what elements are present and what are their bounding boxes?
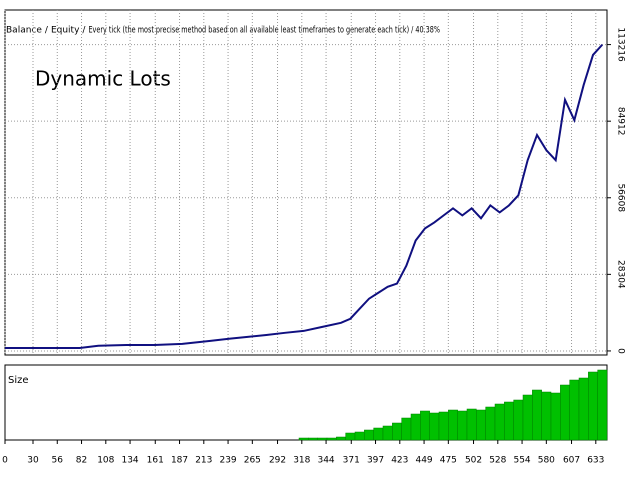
x-tick-label: 161 — [147, 456, 164, 466]
size-bar — [485, 406, 496, 441]
size-bar — [308, 437, 318, 441]
y-tick-label: 113216 — [616, 27, 626, 62]
size-bar — [494, 403, 505, 441]
panel-title: Size — [8, 375, 29, 386]
size-bar — [550, 392, 561, 441]
x-tick-label: 56 — [52, 456, 64, 466]
x-tick-label: 607 — [563, 456, 580, 466]
y-tick-label: 84912 — [616, 107, 626, 136]
size-bar — [457, 410, 468, 441]
size-bar — [560, 384, 570, 441]
legend-balance: Balance — [6, 26, 42, 36]
size-bar — [597, 369, 608, 441]
y-tick-label: 0 — [616, 348, 626, 354]
size-bar — [532, 389, 542, 441]
x-tick-label: 0 — [2, 456, 8, 466]
x-tick-label: 449 — [415, 456, 432, 466]
size-bar — [504, 401, 514, 441]
size-bar — [354, 431, 365, 441]
x-tick-label: 82 — [76, 456, 87, 466]
x-tick-label: 397 — [367, 456, 384, 466]
size-bar — [541, 391, 552, 441]
x-tick-label: 108 — [97, 456, 114, 466]
y-tick-label: 28304 — [616, 260, 626, 289]
x-tick-label: 318 — [293, 456, 310, 466]
size-bar — [392, 422, 402, 441]
size-bar — [382, 425, 393, 441]
x-tick-label: 423 — [391, 456, 408, 466]
x-tick-label: 292 — [269, 456, 286, 466]
size-bar — [420, 410, 430, 441]
annotation: Dynamic Lots — [35, 67, 171, 91]
size-bar — [317, 437, 328, 441]
size-bar — [522, 394, 533, 441]
x-tick-label: 239 — [219, 456, 236, 466]
x-tick-label: 633 — [587, 456, 604, 466]
x-tick-label: 371 — [343, 456, 360, 466]
subtitle: Every tick (the most precise method base… — [88, 26, 440, 36]
x-tick-label: 528 — [489, 456, 506, 466]
size-bar — [569, 379, 580, 441]
separator: / — [45, 26, 49, 36]
size-bar — [476, 409, 486, 441]
size-bar — [429, 412, 440, 441]
size-bar — [345, 432, 356, 441]
size-bar — [466, 408, 477, 441]
size-bar — [373, 427, 384, 441]
x-tick-label: 344 — [317, 456, 334, 466]
main-panel — [4, 9, 608, 356]
x-tick-label: 502 — [465, 456, 482, 466]
x-tick-label: 134 — [121, 456, 138, 466]
balance-line — [5, 43, 604, 349]
size-bar — [438, 411, 449, 441]
x-tick-label: 30 — [27, 456, 39, 466]
x-tick-label: 475 — [440, 456, 457, 466]
x-tick-label: 265 — [244, 456, 261, 466]
legend-equity: Equity — [51, 26, 80, 36]
x-tick-label: 187 — [171, 456, 188, 466]
separator: / — [82, 26, 86, 36]
size-bar — [513, 399, 524, 441]
size-bar — [448, 409, 458, 441]
size-bar — [578, 377, 589, 441]
size-bar — [298, 437, 309, 441]
x-tick-label: 554 — [513, 456, 530, 466]
size-bar — [410, 413, 421, 441]
size-bar — [336, 436, 346, 441]
x-tick-label: 213 — [195, 456, 212, 466]
size-bar — [588, 371, 598, 441]
y-tick-label: 56608 — [616, 183, 626, 212]
x-tick-label: 580 — [538, 456, 555, 466]
size-bar — [326, 437, 337, 441]
size-bar — [401, 417, 412, 441]
size-bar — [364, 429, 374, 441]
